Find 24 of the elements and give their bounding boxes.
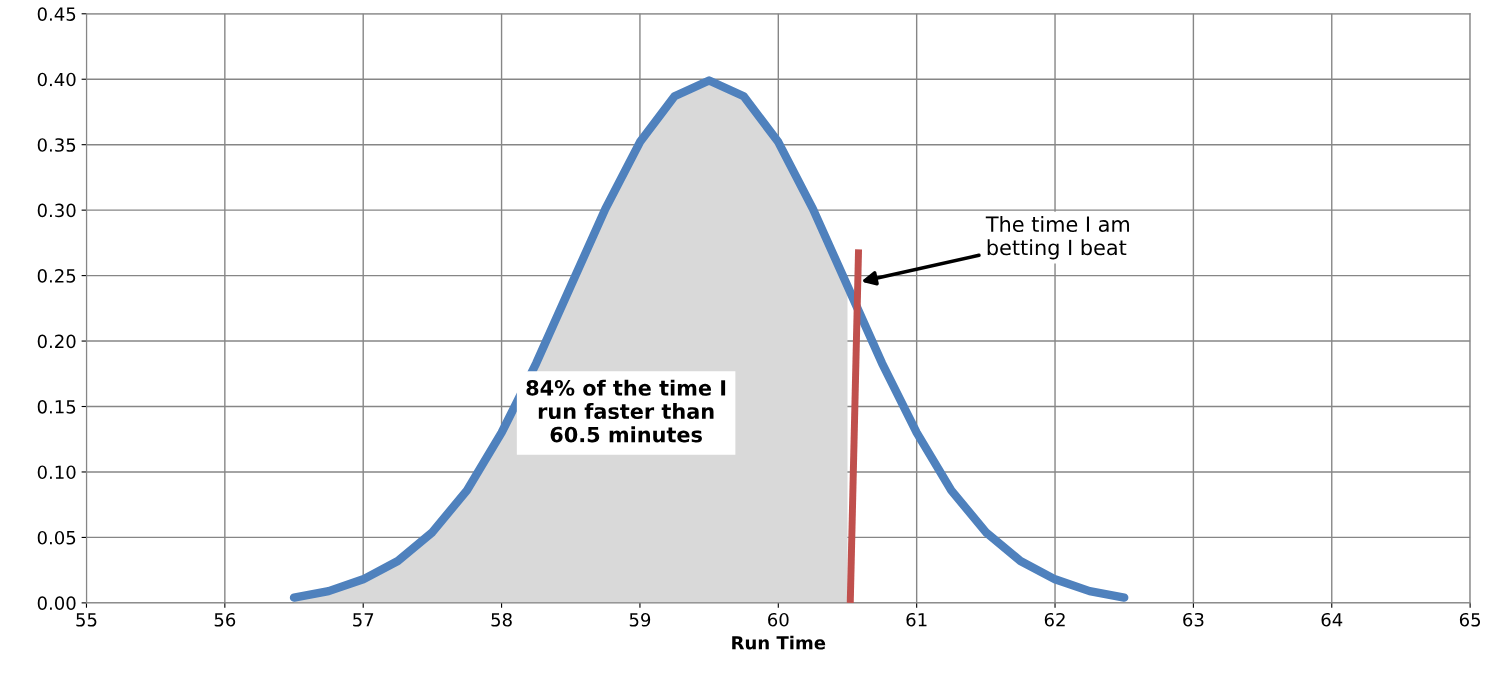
y-tick-label: 0.20 [37, 334, 76, 349]
x-tick-label: 60 [768, 612, 789, 627]
x-tick-label: 61 [906, 612, 927, 627]
y-tick-label: 0.25 [37, 269, 76, 283]
y-tick-label: 0.35 [37, 138, 76, 152]
y-tick-label: 0.00 [37, 596, 76, 610]
y-tick-label: 0.05 [37, 530, 76, 545]
y-tick-label: 0.15 [37, 399, 76, 414]
x-tick-label: 62 [1044, 612, 1065, 627]
y-tick-label: 0.40 [37, 72, 76, 87]
x-tick-label: 64 [1321, 612, 1343, 627]
x-tick-label: 65 [1459, 612, 1481, 627]
x-tick-label: 55 [76, 613, 97, 627]
x-tick-label: 58 [491, 612, 512, 627]
annotation: The time I am betting I beat [985, 215, 1129, 260]
x-axis-title: Run Time [732, 635, 826, 650]
y-tick-label: 0.10 [37, 465, 76, 480]
x-tick-label: 57 [353, 613, 374, 627]
x-tick-label: 63 [1183, 612, 1204, 627]
x-tick-label: 59 [629, 612, 651, 627]
x-tick-label: 56 [214, 612, 236, 627]
y-tick-label: 0.45 [37, 7, 76, 21]
y-tick-label: 0.30 [37, 203, 76, 218]
annotation: 84% of the time I run faster than 60.5 minutes [526, 379, 726, 443]
